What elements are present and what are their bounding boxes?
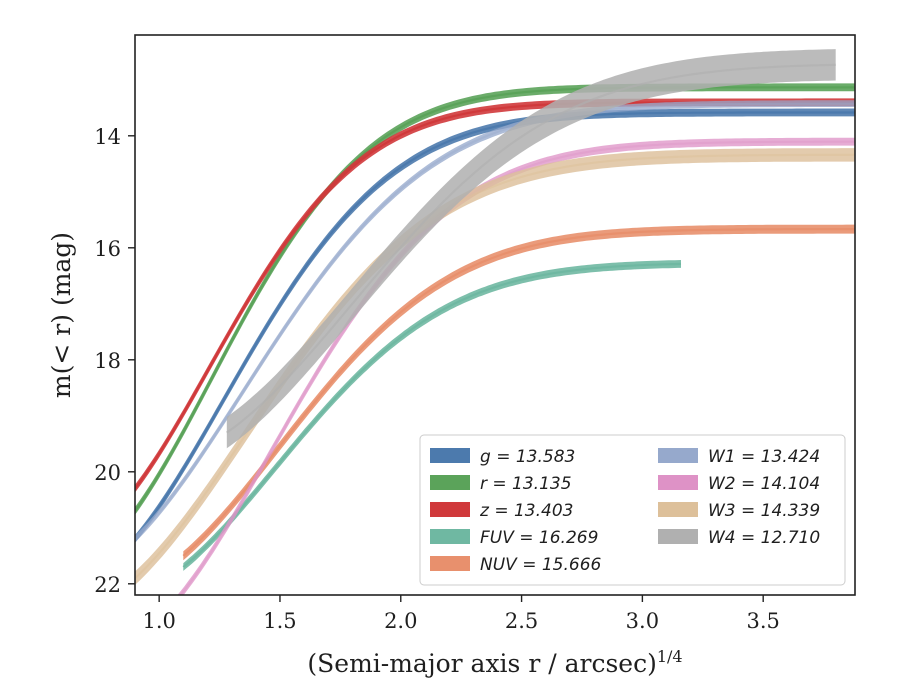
y-axis-label: m(< r) (mag)	[47, 232, 76, 398]
y-tick-label: 20	[94, 461, 121, 485]
x-tick-label: 1.0	[142, 609, 175, 633]
series-line	[182, 262, 682, 568]
x-tick-label: 3.0	[626, 609, 659, 633]
x-tick-label: 2.5	[505, 609, 538, 633]
legend-swatch	[430, 529, 470, 544]
legend-swatch	[658, 475, 698, 490]
legend-label: W4 = 12.710	[708, 528, 820, 548]
y-axis-ticks: 14 16 18 20 22	[94, 125, 135, 597]
legend-label: z = 13.403	[479, 501, 573, 521]
series-4	[182, 224, 855, 561]
series-0	[135, 108, 855, 543]
series-line	[135, 111, 855, 540]
legend-label: g = 13.583	[480, 447, 575, 467]
plot-frame	[134, 34, 856, 596]
x-axis-label: (Semi-major axis r / arcsec)1/4	[307, 647, 682, 678]
series-line	[182, 228, 855, 557]
legend-swatch	[658, 529, 698, 544]
y-tick-label: 16	[94, 237, 121, 261]
legend-swatch	[430, 475, 470, 490]
series-line	[179, 140, 855, 595]
legend-label: W1 = 13.424	[708, 447, 820, 467]
series-1	[135, 83, 855, 515]
legend-label: r = 13.135	[480, 474, 572, 494]
x-axis-ticks: 1.0 1.5 2.0 2.5 3.0 3.5	[142, 595, 780, 633]
series-line	[226, 63, 836, 434]
x-tick-label: 1.5	[263, 609, 296, 633]
x-tick-label: 3.5	[746, 609, 779, 633]
series-3	[182, 260, 682, 571]
legend-swatch	[430, 556, 470, 571]
series-8	[226, 49, 836, 449]
plot-area	[135, 49, 855, 595]
series-5	[135, 100, 855, 543]
legend-label: W3 = 14.339	[708, 501, 820, 521]
x-tick-label: 2.0	[384, 609, 417, 633]
y-tick-label: 22	[94, 573, 121, 597]
legend-box	[419, 434, 846, 586]
series-line	[135, 102, 855, 540]
legend-label: W2 = 14.104	[708, 474, 820, 494]
legend-label: NUV = 15.666	[480, 555, 602, 575]
y-tick-label: 14	[94, 125, 121, 149]
series-6	[177, 137, 855, 595]
legend-swatch	[658, 448, 698, 463]
series-band	[226, 49, 836, 449]
y-tick-label: 18	[94, 349, 121, 373]
legend-swatch	[430, 448, 470, 463]
legend-label: FUV = 16.269	[480, 528, 598, 548]
legend-swatch	[658, 502, 698, 517]
series-line	[135, 86, 855, 512]
legend: g = 13.583 r = 13.135 z = 13.403 FUV = 16.2…	[419, 434, 846, 586]
legend-swatch	[430, 502, 470, 517]
